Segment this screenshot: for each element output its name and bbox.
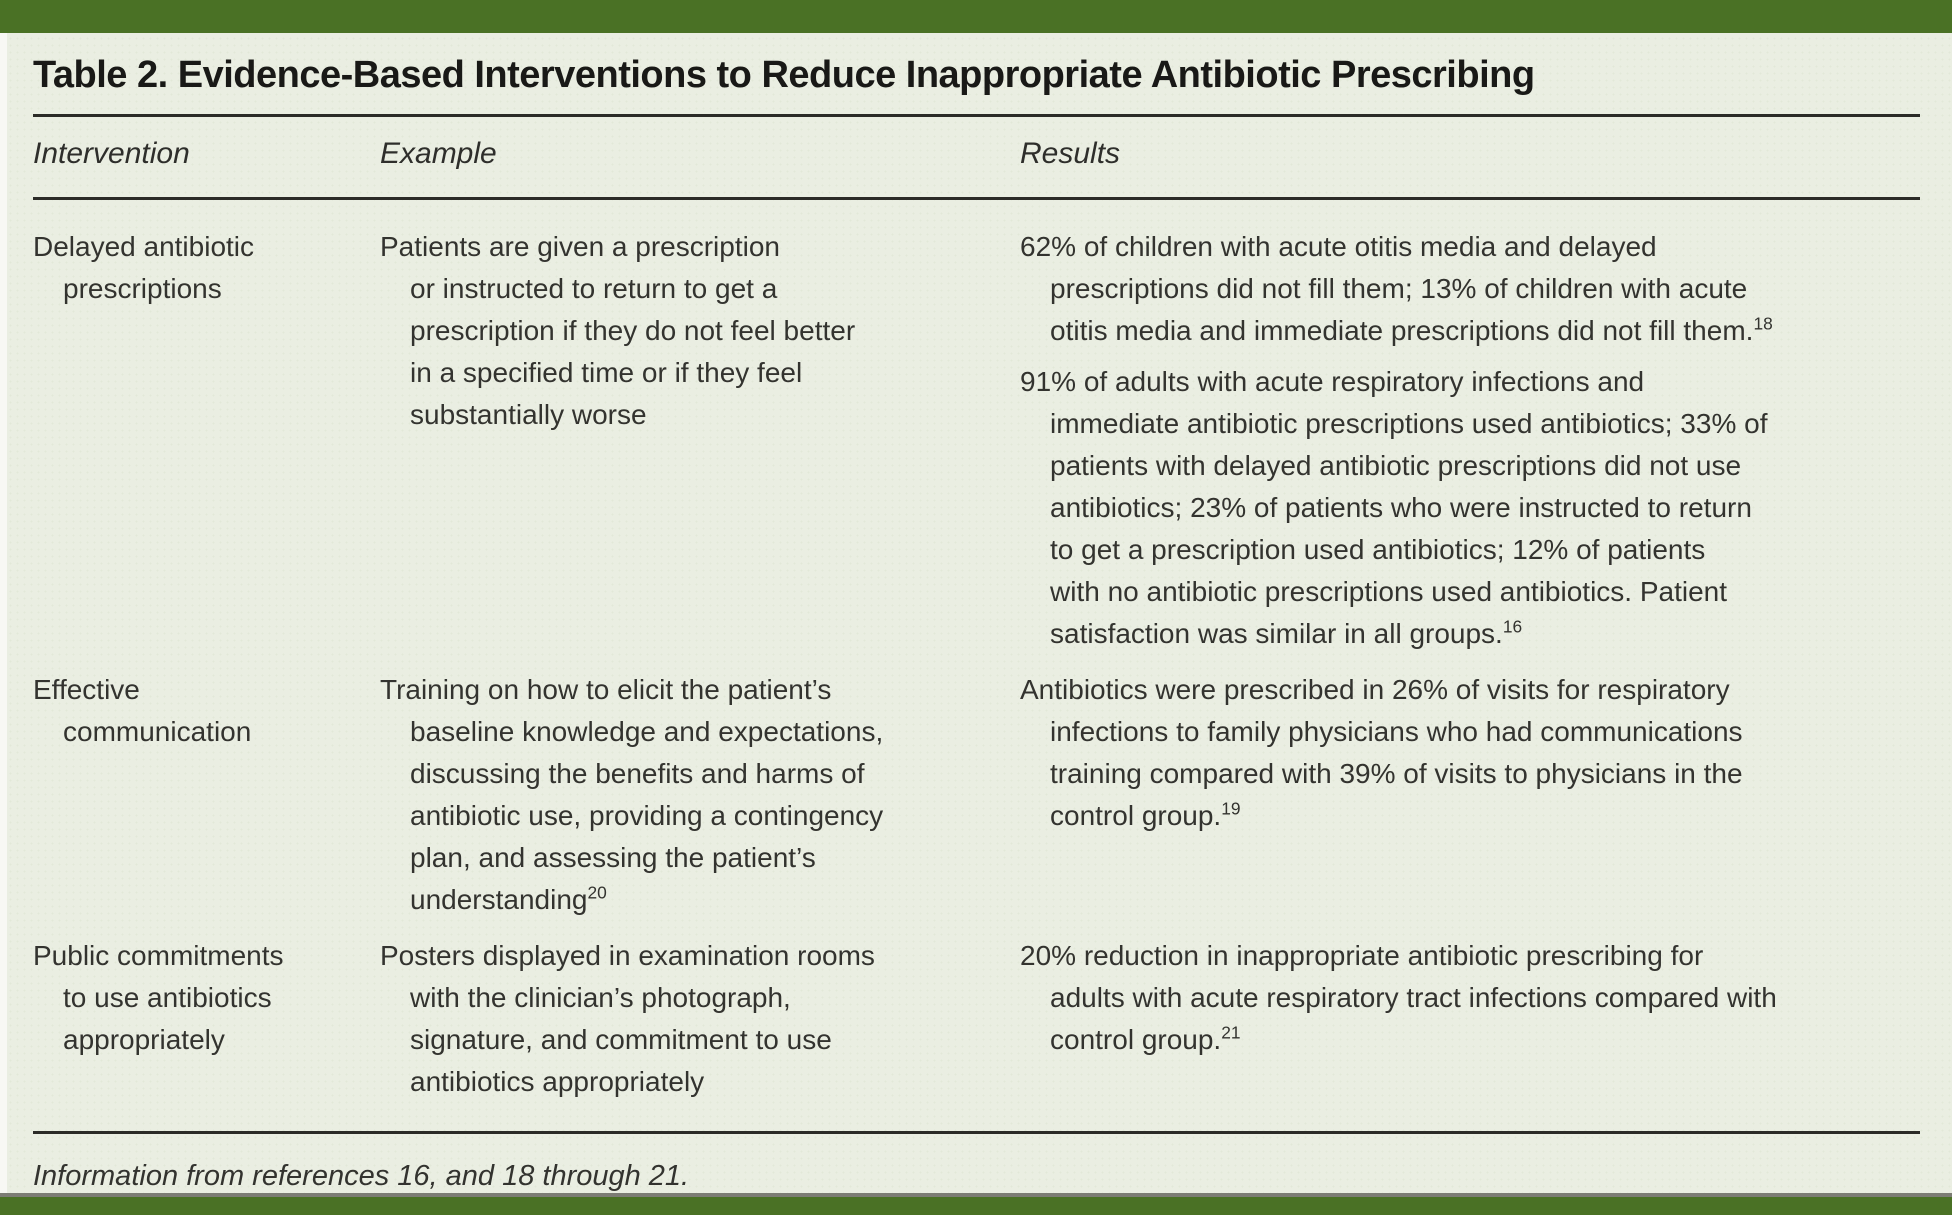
column-header-results: Results [1020, 137, 1121, 170]
cell-paragraph: Effective communication [33, 674, 252, 747]
cell-example: Training on how to elicit the patient’s … [380, 669, 1020, 921]
bottom-accent-bar [0, 1193, 1952, 1215]
reference-superscript: 20 [587, 882, 607, 903]
cell-intervention: Public commitments to use antibiotics ap… [33, 935, 380, 1103]
column-header-row: Intervention Example Results [33, 117, 1920, 197]
column-header-intervention: Intervention [33, 137, 190, 170]
cell-paragraph: 20% reduction in inappropriate antibioti… [1020, 940, 1777, 1055]
cell-paragraph: Patients are given a prescription or ins… [380, 231, 856, 430]
table-title: Table 2. Evidence-Based Interventions to… [33, 54, 1535, 96]
top-accent-bar [0, 0, 1952, 33]
reference-superscript: 18 [1753, 313, 1773, 334]
cell-paragraph: 62% of children with acute otitis media … [1020, 231, 1773, 346]
cell-paragraph: Antibiotics were prescribed in 26% of vi… [1020, 674, 1743, 831]
footnote: Information from references 16, and 18 t… [33, 1160, 690, 1192]
cell-intervention: Delayed antibiotic prescriptions [33, 226, 380, 655]
cell-paragraph: Training on how to elicit the patient’s … [380, 674, 884, 915]
column-header-example: Example [380, 137, 497, 170]
cell-example: Patients are given a prescription or ins… [380, 226, 1020, 655]
table-figure: Table 2. Evidence-Based Interventions to… [0, 33, 1952, 1196]
reference-superscript: 16 [1502, 616, 1523, 637]
footer-rule [33, 1131, 1920, 1134]
title-rule [33, 114, 1920, 117]
table-row: Public commitments to use antibiotics ap… [33, 935, 1920, 1103]
table-row: Effective communication Training on how … [33, 669, 1920, 921]
cell-paragraph: Public commitments to use antibiotics ap… [33, 940, 284, 1055]
table-body: Delayed antibiotic prescriptions Patient… [33, 200, 1920, 1131]
cell-results: 62% of children with acute otitis media … [1020, 226, 1920, 655]
cell-paragraph: Posters displayed in examination rooms w… [380, 940, 875, 1097]
table-row: Delayed antibiotic prescriptions Patient… [33, 226, 1920, 655]
cell-intervention: Effective communication [33, 669, 380, 921]
reference-superscript: 21 [1221, 1022, 1241, 1043]
cell-results: 20% reduction in inappropriate antibioti… [1020, 935, 1920, 1103]
cell-paragraph: 91% of adults with acute respiratory inf… [1020, 366, 1768, 649]
reference-superscript: 19 [1221, 798, 1241, 819]
cell-paragraph: Delayed antibiotic prescriptions [33, 231, 255, 304]
page-left-edge [0, 33, 7, 1193]
header-rule [33, 197, 1920, 200]
cell-results: Antibiotics were prescribed in 26% of vi… [1020, 669, 1920, 921]
cell-example: Posters displayed in examination rooms w… [380, 935, 1020, 1103]
